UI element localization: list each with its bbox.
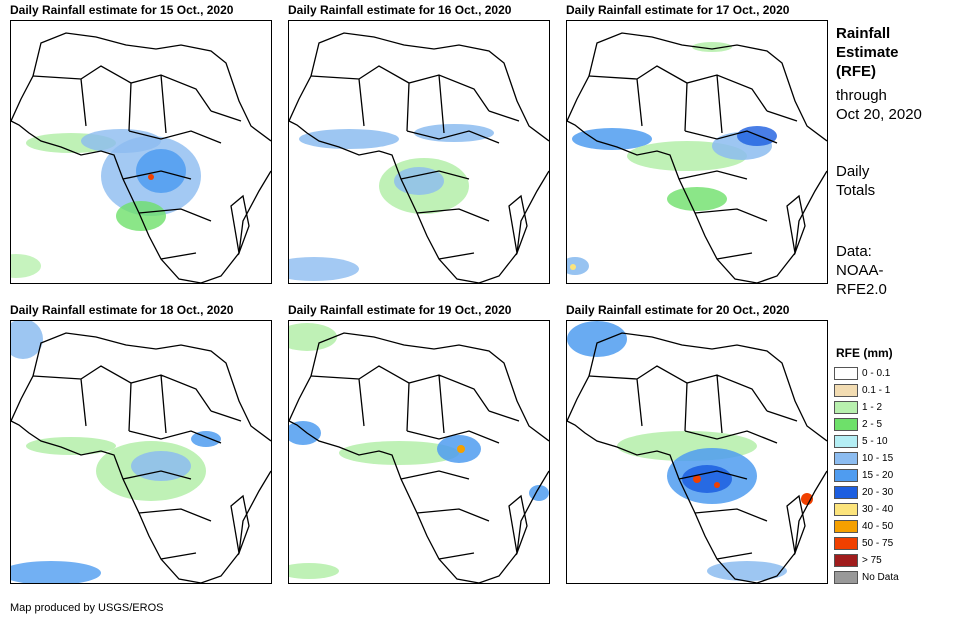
legend-item: 10 - 15 — [834, 450, 899, 467]
map-panel-19-oct: Daily Rainfall estimate for 19 Oct., 202… — [288, 302, 550, 584]
legend-swatch — [834, 452, 858, 465]
rainfall-overlay — [11, 321, 221, 583]
rainfall-map — [288, 320, 550, 584]
totals-line: Totals — [836, 182, 876, 199]
panel-title: Daily Rainfall estimate for 15 Oct., 202… — [10, 3, 234, 17]
legend-label: 30 - 40 — [862, 504, 894, 515]
rainfall-map — [566, 320, 828, 584]
legend-item: 2 - 5 — [834, 416, 899, 433]
title-line: Estimate — [836, 44, 899, 61]
legend-item: 30 - 40 — [834, 501, 899, 518]
legend-label: 0 - 0.1 — [862, 368, 891, 379]
map-panel-15-oct: Daily Rainfall estimate for 15 Oct., 202… — [10, 2, 272, 284]
rainfall-overlay — [11, 129, 201, 278]
legend-item: 15 - 20 — [834, 467, 899, 484]
date-line: Oct 20, 2020 — [836, 106, 922, 123]
legend-label: No Data — [862, 572, 899, 583]
country-borders — [567, 32, 827, 283]
legend-label: 1 - 2 — [862, 402, 883, 413]
legend-swatch — [834, 435, 858, 448]
title-line: (RFE) — [836, 63, 876, 80]
legend-item: > 75 — [834, 552, 899, 569]
legend-label: 10 - 15 — [862, 453, 894, 464]
legend-swatch — [834, 571, 858, 584]
source-line: Data: — [836, 243, 872, 260]
country-borders — [289, 332, 549, 583]
date-range: through Oct 20, 2020 — [836, 86, 922, 124]
rainfall-map — [10, 320, 272, 584]
map-panel-20-oct: Daily Rainfall estimate for 20 Oct., 202… — [566, 302, 828, 584]
country-borders — [11, 332, 271, 583]
legend-swatch — [834, 554, 858, 567]
map-title: Rainfall Estimate (RFE) — [836, 24, 899, 81]
panel-title: Daily Rainfall estimate for 16 Oct., 202… — [288, 3, 512, 17]
legend-item: No Data — [834, 569, 899, 586]
rainfall-map — [10, 20, 272, 284]
legend-item: 5 - 10 — [834, 433, 899, 450]
rainfall-overlay — [289, 124, 494, 281]
legend-label: 5 - 10 — [862, 436, 888, 447]
legend-swatch — [834, 469, 858, 482]
legend-label: 40 - 50 — [862, 521, 894, 532]
date-line: through — [836, 87, 887, 104]
legend-item: 1 - 2 — [834, 399, 899, 416]
source-line: RFE2.0 — [836, 281, 887, 298]
legend-title: RFE (mm) — [836, 346, 893, 360]
panel-title: Daily Rainfall estimate for 17 Oct., 202… — [566, 3, 790, 17]
rainfall-overlay — [289, 323, 549, 579]
legend-label: 2 - 5 — [862, 419, 883, 430]
legend-item: 20 - 30 — [834, 484, 899, 501]
legend-swatch — [834, 537, 858, 550]
rainfall-map — [566, 20, 828, 284]
map-panel-17-oct: Daily Rainfall estimate for 17 Oct., 202… — [566, 2, 828, 284]
panel-title: Daily Rainfall estimate for 18 Oct., 202… — [10, 303, 234, 317]
title-line: Rainfall — [836, 25, 891, 42]
country-borders — [289, 32, 549, 283]
source-line: NOAA- — [836, 262, 884, 279]
legend-item: 40 - 50 — [834, 518, 899, 535]
legend-swatch — [834, 401, 858, 414]
legend-label: 20 - 30 — [862, 487, 894, 498]
legend-label: 15 - 20 — [862, 470, 894, 481]
footer-credit: Map produced by USGS/EROS — [10, 602, 164, 614]
legend: RFE (mm) 0 - 0.1 0.1 - 1 1 - 2 2 - 5 5 - 10 1… — [834, 346, 899, 586]
legend-swatch — [834, 418, 858, 431]
legend-label: > 75 — [862, 555, 882, 566]
legend-swatch — [834, 486, 858, 499]
country-borders — [567, 332, 827, 583]
legend-swatch — [834, 520, 858, 533]
totals-label: Daily Totals — [836, 162, 875, 200]
rainfall-overlay — [567, 321, 813, 581]
panel-title: Daily Rainfall estimate for 19 Oct., 202… — [288, 303, 512, 317]
rainfall-map — [288, 20, 550, 284]
panel-title: Daily Rainfall estimate for 20 Oct., 202… — [566, 303, 790, 317]
legend-label: 0.1 - 1 — [862, 385, 891, 396]
map-panel-18-oct: Daily Rainfall estimate for 18 Oct., 202… — [10, 302, 272, 584]
country-borders — [11, 32, 271, 283]
legend-swatch — [834, 384, 858, 397]
legend-item: 50 - 75 — [834, 535, 899, 552]
rainfall-overlay — [567, 42, 777, 275]
data-source: Data: NOAA- RFE2.0 — [836, 242, 887, 299]
legend-label: 50 - 75 — [862, 538, 894, 549]
legend-item: 0.1 - 1 — [834, 382, 899, 399]
totals-line: Daily — [836, 163, 870, 180]
legend-item: 0 - 0.1 — [834, 365, 899, 382]
legend-swatch — [834, 367, 858, 380]
map-panel-16-oct: Daily Rainfall estimate for 16 Oct., 202… — [288, 2, 550, 284]
legend-swatch — [834, 503, 858, 516]
